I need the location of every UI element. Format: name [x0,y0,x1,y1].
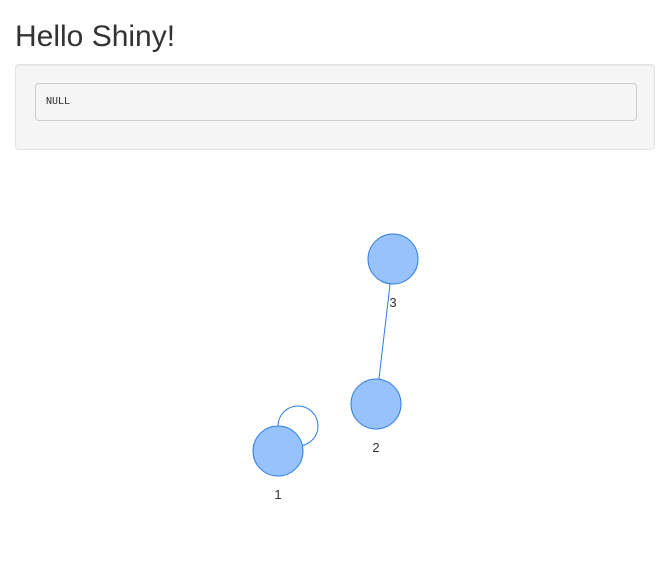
verbatim-text-output: NULL [35,83,637,121]
page-title: Hello Shiny! [15,20,176,53]
node-3[interactable]: 3 [367,233,419,310]
node-2-circle[interactable] [350,378,402,430]
node-2-label: 2 [372,440,379,455]
node-3-label: 3 [389,295,396,310]
node-1-circle[interactable] [252,425,304,477]
network-graph[interactable]: 1 2 3 [0,160,672,572]
node-1[interactable]: 1 [252,425,304,502]
sidebar-panel: NULL [15,64,655,150]
node-1-label: 1 [274,487,281,502]
node-3-circle[interactable] [367,233,419,285]
node-2[interactable]: 2 [350,378,402,455]
